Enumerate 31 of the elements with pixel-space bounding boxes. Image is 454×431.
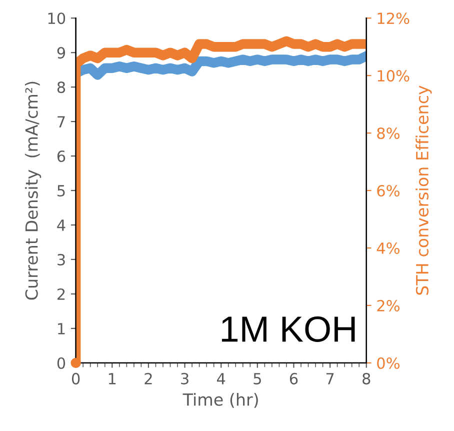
x-tick-label: 6	[290, 372, 298, 384]
y2-tick-label: 8%	[377, 128, 400, 140]
y2-tick-label: 12%	[378, 12, 410, 24]
y2-tick-label: 0%	[377, 357, 400, 369]
y2-tick-label: 6%	[377, 184, 400, 197]
y-tick-label: 3	[58, 254, 65, 266]
y-tick-label: 9	[57, 47, 66, 59]
x-tick-label: 1	[108, 373, 116, 384]
annotation: 1M KOH	[222, 316, 355, 342]
y-tick-label: 4	[57, 220, 66, 231]
x-axis-title: Time (hr)	[182, 392, 258, 408]
y2-tick-label: 10%	[378, 70, 410, 82]
y2-axis-title: STH conversion Efficency	[416, 86, 432, 295]
x-tick-label: 4	[216, 373, 226, 384]
y2-tick-label: 2%	[377, 300, 400, 312]
x-tick-label: 8	[362, 372, 370, 384]
x-tick-label: 0	[72, 372, 80, 384]
y-tick-label: 1	[58, 323, 65, 334]
y-tick-label: 10	[48, 12, 66, 24]
y-axis-title: Current Density (mA/cm²)	[24, 82, 42, 300]
y-tick-label: 7	[58, 116, 65, 128]
y-tick-label: 6	[57, 150, 66, 162]
y-tick-label: 2	[57, 288, 65, 300]
y-tick-label: 5	[58, 185, 65, 197]
y-tick-label: 8	[57, 82, 66, 94]
x-tick-label: 3	[181, 372, 188, 384]
x-tick-label: 5	[254, 373, 261, 384]
y-tick-label: 0	[57, 357, 66, 369]
x-tick-label: 2	[144, 372, 152, 384]
x-tick-label: 7	[326, 373, 334, 384]
y2-tick-label: 4%	[376, 242, 400, 254]
